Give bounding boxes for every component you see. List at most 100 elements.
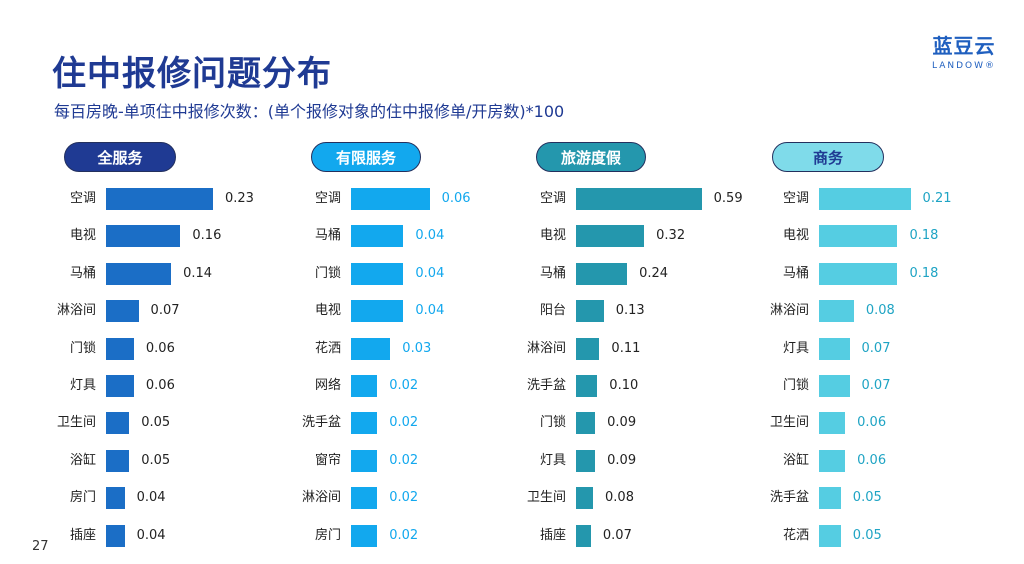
category-label-box: 淋浴间 bbox=[50, 300, 96, 322]
bar-row: 门锁 0.07 bbox=[766, 375, 996, 397]
bar bbox=[819, 524, 841, 547]
bar bbox=[576, 412, 596, 435]
bar-value-label: 0.14 bbox=[183, 265, 213, 281]
bar-row: 浴缸 0.05 bbox=[50, 449, 280, 472]
category-label-box: 阳台 bbox=[522, 300, 566, 322]
bar bbox=[819, 487, 841, 510]
category-label: 卫生间 bbox=[526, 490, 566, 506]
bar bbox=[351, 375, 378, 397]
category-label-box: 空调 bbox=[50, 188, 96, 210]
chart-title-pill: 有限服务 bbox=[311, 142, 421, 172]
bar bbox=[106, 337, 134, 360]
category-label-box: 门锁 bbox=[50, 338, 96, 360]
category-label: 阳台 bbox=[539, 303, 566, 319]
bar-row: 花洒 0.05 bbox=[766, 524, 996, 547]
category-label: 淋浴间 bbox=[769, 303, 809, 319]
bar bbox=[819, 337, 850, 360]
bar-row: 门锁 0.04 bbox=[297, 262, 527, 285]
bar-value-label: 0.18 bbox=[909, 228, 939, 244]
category-label-box: 洗手盆 bbox=[297, 412, 341, 434]
bar-row: 电视 0.04 bbox=[297, 300, 527, 323]
category-label: 电视 bbox=[69, 228, 96, 244]
bar bbox=[106, 188, 213, 210]
chart-title-pill: 商务 bbox=[772, 142, 884, 172]
category-label-box: 花洒 bbox=[297, 338, 341, 360]
bar bbox=[576, 524, 591, 547]
bar-value-label: 0.04 bbox=[415, 228, 445, 244]
bar-value-label: 0.32 bbox=[656, 228, 686, 244]
bar-value-label: 0.06 bbox=[145, 340, 175, 356]
category-label: 花洒 bbox=[782, 527, 809, 543]
bar bbox=[576, 300, 604, 323]
category-label-box: 洗手盆 bbox=[766, 487, 809, 509]
bar-value-label: 0.06 bbox=[857, 452, 887, 468]
bar-value-label: 0.04 bbox=[415, 265, 445, 281]
bar-row: 空调 0.21 bbox=[766, 188, 996, 210]
category-label-box: 淋浴间 bbox=[297, 487, 341, 509]
category-label-box: 花洒 bbox=[766, 525, 809, 547]
logo-text-cn: 蓝豆云 bbox=[932, 34, 996, 58]
bar-value-label: 0.07 bbox=[150, 303, 180, 319]
bar-row: 空调 0.23 bbox=[50, 188, 280, 210]
bar-value-label: 0.09 bbox=[607, 452, 637, 468]
bar-value-label: 0.06 bbox=[145, 378, 175, 393]
category-label-box: 电视 bbox=[766, 225, 809, 247]
bar-row: 灯具 0.07 bbox=[766, 337, 996, 360]
bar bbox=[351, 225, 404, 248]
bar-row: 淋浴间 0.07 bbox=[50, 300, 280, 323]
bar-value-label: 0.21 bbox=[922, 191, 952, 206]
bar bbox=[351, 487, 378, 510]
category-label-box: 卫生间 bbox=[766, 412, 809, 434]
bar-row: 灯具 0.06 bbox=[50, 375, 280, 397]
category-label: 灯具 bbox=[782, 340, 809, 356]
bar-value-label: 0.13 bbox=[615, 303, 645, 319]
bar bbox=[576, 225, 645, 248]
bar-row: 浴缸 0.06 bbox=[766, 449, 996, 472]
bar bbox=[819, 225, 898, 248]
chart-panel: 全服务 空调 0.23 电视 0.16 马桶 0.14 淋浴间 0.07 门锁 0.06 灯具 0.06… bbox=[50, 142, 280, 552]
bar-value-label: 0.24 bbox=[639, 265, 669, 281]
bar-value-label: 0.06 bbox=[441, 191, 471, 206]
category-label-box: 门锁 bbox=[766, 375, 809, 397]
brand-logo: 蓝豆云 LANDOW® bbox=[924, 30, 1004, 71]
bar-value-label: 0.05 bbox=[852, 527, 882, 543]
category-label: 空调 bbox=[314, 191, 341, 206]
bar bbox=[106, 225, 181, 248]
bar-value-label: 0.07 bbox=[861, 340, 891, 356]
bar-value-label: 0.04 bbox=[136, 490, 166, 506]
category-label: 灯具 bbox=[69, 378, 96, 393]
bar-row: 马桶 0.14 bbox=[50, 262, 280, 285]
bar-value-label: 0.16 bbox=[192, 228, 222, 244]
bar bbox=[106, 375, 134, 397]
bar bbox=[351, 337, 391, 360]
category-label: 门锁 bbox=[539, 415, 566, 431]
bar bbox=[351, 262, 404, 285]
bar-row: 卫生间 0.05 bbox=[50, 412, 280, 435]
bar bbox=[351, 188, 430, 210]
category-label-box: 灯具 bbox=[522, 450, 566, 472]
bar-row: 花洒 0.03 bbox=[297, 337, 527, 360]
category-label-box: 窗帘 bbox=[297, 450, 341, 472]
bar bbox=[819, 262, 898, 285]
category-label: 浴缸 bbox=[69, 452, 96, 468]
bar-value-label: 0.11 bbox=[611, 340, 641, 356]
bar-value-label: 0.05 bbox=[852, 490, 882, 506]
category-label-box: 淋浴间 bbox=[522, 338, 566, 360]
category-label-box: 马桶 bbox=[522, 263, 566, 285]
bar-value-label: 0.02 bbox=[389, 490, 419, 506]
bar-row: 洗手盆 0.02 bbox=[297, 412, 527, 435]
chart-panel: 有限服务 空调 0.06 马桶 0.04 门锁 0.04 电视 0.04 花洒 0.03 网络 0.02… bbox=[297, 142, 527, 552]
category-label-box: 电视 bbox=[50, 225, 96, 247]
bar bbox=[819, 412, 846, 435]
category-label-box: 电视 bbox=[297, 300, 341, 322]
bar bbox=[106, 300, 139, 323]
bar-value-label: 0.06 bbox=[857, 415, 887, 431]
bar bbox=[576, 188, 702, 210]
category-label: 房门 bbox=[314, 527, 341, 543]
category-label-box: 空调 bbox=[522, 188, 566, 210]
bar-value-label: 0.08 bbox=[605, 490, 634, 506]
bar-row: 门锁 0.06 bbox=[50, 337, 280, 360]
bar-row: 房门 0.04 bbox=[50, 487, 280, 510]
bar-row: 淋浴间 0.08 bbox=[766, 300, 996, 323]
bar bbox=[576, 375, 598, 397]
